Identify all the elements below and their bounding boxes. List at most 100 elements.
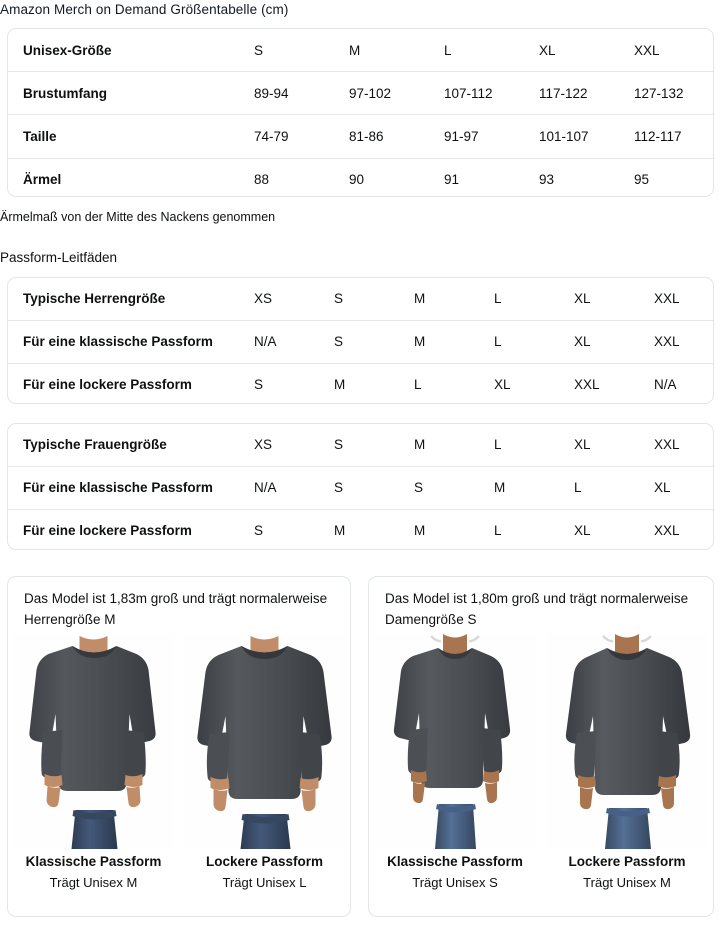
- cell-men-loose-2: M: [334, 362, 414, 403]
- cell-chest-s: 89-94: [254, 71, 349, 115]
- cell-waist-xl: 101-107: [539, 114, 634, 159]
- wears-label-women-classic: Trägt Unisex S: [412, 875, 498, 890]
- cell-women-classic-6: XL: [654, 465, 713, 510]
- model-card-men-captions: Klassische Passform Trägt Unisex M Locke…: [8, 852, 350, 893]
- cell-women-classic-3: S: [414, 465, 494, 510]
- unisex-table: Unisex-Größe S M L XL XXL Brustumfang 89…: [8, 29, 713, 196]
- cell-women-classic-4: M: [494, 465, 574, 510]
- cell-waist-s: 74-79: [254, 114, 349, 159]
- model-card-women-captions: Klassische Passform Trägt Unisex S Locke…: [369, 852, 713, 893]
- model-card-women: Das Model ist 1,80m groß und trägt norma…: [368, 576, 714, 917]
- column-header-unisex-size: Unisex-Größe: [23, 42, 112, 58]
- cell-women-typical-6: XXL: [654, 437, 680, 453]
- table-row: Für eine klassische Passform N/A S S M L…: [8, 465, 713, 510]
- table-row: Für eine klassische Passform N/A S M L X…: [8, 319, 713, 364]
- cell-men-loose-4: XL: [494, 362, 574, 403]
- cell-women-typical-4: L: [494, 437, 502, 453]
- column-header-xl: XL: [539, 42, 556, 58]
- cell-chest-l: 107-112: [444, 71, 539, 115]
- caption-men-classic: Klassische Passform Trägt Unisex M: [8, 852, 179, 893]
- model-card-men: Das Model ist 1,83m groß und trägt norma…: [7, 576, 351, 917]
- sleeve-measure-note: Ärmelmaß von der Mitte des Nackens genom…: [0, 210, 276, 224]
- cell-men-loose-6: N/A: [654, 362, 713, 403]
- column-header-xxl: XXL: [634, 42, 660, 58]
- model-photo-women-classic: [369, 634, 541, 849]
- cell-sleeve-s: 88: [254, 157, 349, 196]
- cell-men-loose-3: L: [414, 362, 494, 403]
- female-model-classic-fit-illustration: [375, 634, 535, 849]
- cell-women-loose-4: L: [494, 508, 574, 549]
- cell-waist-xxl: 112-117: [634, 114, 713, 159]
- cell-men-loose-1: S: [254, 362, 334, 403]
- column-header-l: L: [444, 42, 452, 58]
- men-table: Typische Herrengröße XS S M L XL XXL Für…: [8, 278, 713, 403]
- table-header-row: Unisex-Größe S M L XL XXL: [8, 29, 713, 72]
- cell-sleeve-xl: 93: [539, 157, 634, 196]
- table-row: Für eine lockere Passform S M M L XL XXL: [8, 508, 713, 549]
- cell-sleeve-l: 91: [444, 157, 539, 196]
- fit-label-men-classic: Klassische Passform: [25, 854, 162, 869]
- women-table: Typische Frauengröße XS S M L XL XXL Für…: [8, 424, 713, 549]
- fit-guides-title: Passform-Leitfäden: [0, 250, 118, 265]
- table-row: Ärmel 88 90 91 93 95: [8, 157, 713, 196]
- cell-men-loose-5: XXL: [574, 362, 654, 403]
- row-label-waist: Taille: [8, 114, 254, 159]
- table-row: Typische Frauengröße XS S M L XL XXL: [8, 424, 713, 466]
- wears-label-women-loose: Trägt Unisex M: [583, 875, 671, 890]
- cell-women-typical-2: S: [334, 437, 344, 453]
- male-model-classic-fit-illustration: [13, 634, 174, 849]
- cell-women-loose-1: S: [254, 508, 334, 549]
- cell-women-classic-1: N/A: [254, 465, 334, 510]
- cell-women-loose-6: XXL: [654, 508, 713, 549]
- male-model-loose-fit-illustration: [184, 634, 345, 849]
- table-row: Typische Herrengröße XS S M L XL XXL: [8, 278, 713, 320]
- row-label-men-loose-fit: Für eine lockere Passform: [8, 362, 254, 403]
- caption-women-loose: Lockere Passform Trägt Unisex M: [541, 852, 713, 893]
- table-row: Für eine lockere Passform S M L XL XXL N…: [8, 362, 713, 403]
- model-card-men-figures: [8, 634, 350, 849]
- cell-women-typical-1: XS: [254, 437, 273, 453]
- table-row: Taille 74-79 81-86 91-97 101-107 112-117: [8, 114, 713, 159]
- cell-women-loose-5: XL: [574, 508, 654, 549]
- row-label-women-classic-fit: Für eine klassische Passform: [8, 465, 254, 510]
- model-card-women-headline: Das Model ist 1,80m groß und trägt norma…: [385, 591, 689, 627]
- cell-men-typical-1: XS: [254, 291, 273, 307]
- cell-men-typical-3: M: [414, 291, 426, 307]
- cell-women-classic-5: L: [574, 465, 654, 510]
- row-label-typical-mens-size: Typische Herrengröße: [23, 291, 166, 307]
- unisex-size-table: Unisex-Größe S M L XL XXL Brustumfang 89…: [7, 28, 714, 197]
- cell-women-loose-2: M: [334, 508, 414, 549]
- model-photo-women-loose: [541, 634, 713, 849]
- wears-label-men-loose: Trägt Unisex L: [222, 875, 307, 890]
- cell-women-classic-2: S: [334, 465, 414, 510]
- table-row: Brustumfang 89-94 97-102 107-112 117-122…: [8, 71, 713, 115]
- cell-men-classic-2: S: [334, 319, 414, 364]
- cell-women-typical-3: M: [414, 437, 426, 453]
- column-header-s: S: [254, 42, 264, 58]
- cell-men-classic-5: XL: [574, 319, 654, 364]
- row-label-chest: Brustumfang: [8, 71, 254, 115]
- cell-men-classic-1: N/A: [254, 319, 334, 364]
- cell-chest-m: 97-102: [349, 71, 444, 115]
- cell-chest-xl: 117-122: [539, 71, 634, 115]
- row-label-women-loose-fit: Für eine lockere Passform: [8, 508, 254, 549]
- row-label-men-classic-fit: Für eine klassische Passform: [8, 319, 254, 364]
- caption-men-loose: Lockere Passform Trägt Unisex L: [179, 852, 350, 893]
- fit-label-women-loose: Lockere Passform: [568, 854, 686, 869]
- model-photo-men-classic: [8, 634, 179, 849]
- row-label-sleeve: Ärmel: [8, 157, 254, 196]
- men-fit-table: Typische Herrengröße XS S M L XL XXL Für…: [7, 277, 714, 404]
- cell-men-classic-4: L: [494, 319, 574, 364]
- model-photo-men-loose: [179, 634, 350, 849]
- cell-sleeve-xxl: 95: [634, 157, 713, 196]
- column-header-m: M: [349, 42, 361, 58]
- wears-label-men-classic: Trägt Unisex M: [49, 875, 138, 890]
- cell-waist-l: 91-97: [444, 114, 539, 159]
- cell-men-typical-5: XL: [574, 291, 591, 307]
- fit-label-women-classic: Klassische Passform: [387, 854, 523, 869]
- cell-women-loose-3: M: [414, 508, 494, 549]
- caption-women-classic: Klassische Passform Trägt Unisex S: [369, 852, 541, 893]
- cell-men-classic-6: XXL: [654, 319, 713, 364]
- female-model-loose-fit-illustration: [547, 634, 707, 849]
- cell-men-typical-6: XXL: [654, 291, 680, 307]
